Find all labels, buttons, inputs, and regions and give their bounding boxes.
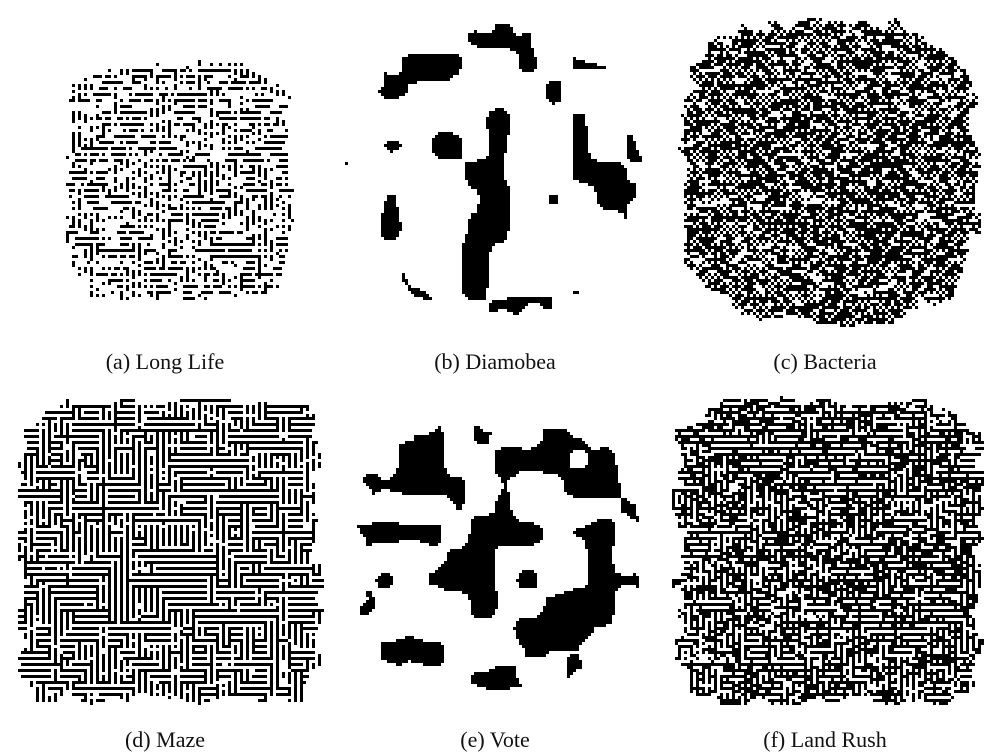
pattern <box>335 383 655 709</box>
caption-label: (a) <box>106 349 130 374</box>
figure: (a) Long Life (b) Diamobea (c) Bacteria … <box>0 0 985 756</box>
pattern <box>5 5 325 331</box>
caption: (d) Maze <box>5 727 325 753</box>
cell-pattern <box>18 399 324 705</box>
panel: (b) Diamobea <box>335 5 655 375</box>
caption-title: Bacteria <box>803 349 876 374</box>
caption-title: Long Life <box>136 349 225 374</box>
caption-title: Land Rush <box>791 727 887 752</box>
panel: (e) Vote <box>335 383 655 753</box>
caption: (e) Vote <box>335 727 655 753</box>
panel: (c) Bacteria <box>665 5 985 375</box>
caption-label: (d) <box>125 727 151 752</box>
cell-pattern <box>345 24 642 315</box>
caption-label: (b) <box>434 349 460 374</box>
panel: (a) Long Life <box>5 5 325 375</box>
caption-label: (e) <box>460 727 484 752</box>
pattern <box>665 5 985 331</box>
caption: (f) Land Rush <box>665 727 985 753</box>
cell-pattern <box>678 18 981 327</box>
caption-title: Maze <box>156 727 205 752</box>
caption-title: Diamobea <box>465 349 555 374</box>
caption: (a) Long Life <box>5 349 325 375</box>
caption-label: (f) <box>763 727 785 752</box>
caption: (c) Bacteria <box>665 349 985 375</box>
panel: (f) Land Rush <box>665 383 985 753</box>
pattern <box>665 383 985 709</box>
cell-pattern <box>357 426 639 690</box>
cell-pattern <box>66 60 294 300</box>
panel: (d) Maze <box>5 383 325 753</box>
caption-title: Vote <box>490 727 530 752</box>
pattern <box>5 383 325 709</box>
caption-label: (c) <box>773 349 797 374</box>
cell-pattern <box>672 396 984 705</box>
pattern <box>335 5 655 331</box>
caption: (b) Diamobea <box>335 349 655 375</box>
